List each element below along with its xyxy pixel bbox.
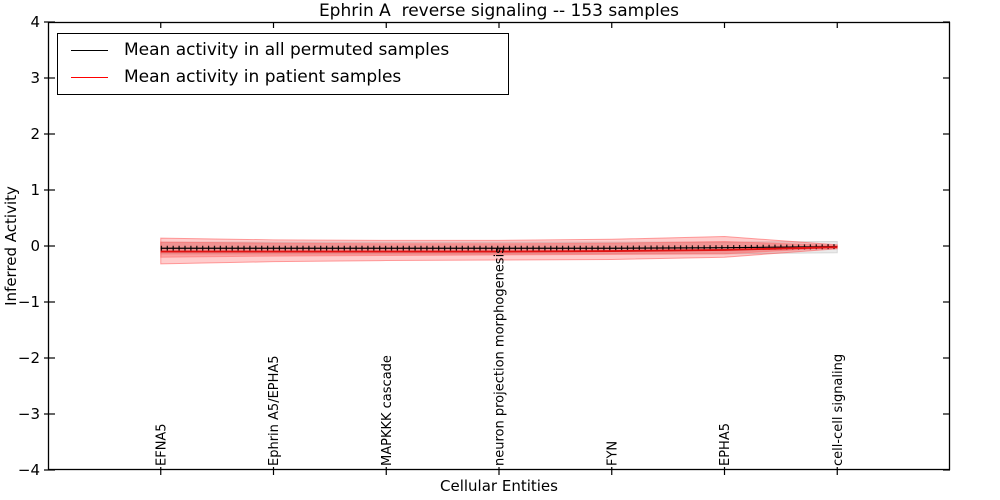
legend-item-patient: Mean activity in patient samples (58, 67, 508, 87)
legend-label-permuted: Mean activity in all permuted samples (124, 40, 450, 61)
y-tick-label: −2 (18, 349, 40, 367)
y-tick-label: 2 (30, 125, 40, 143)
permuted-line-swatch (71, 50, 108, 52)
y-axis-title: Inferred Activity (2, 186, 20, 306)
x-tick-label: cell-cell signaling (831, 354, 846, 466)
legend: Mean activity in all permuted samples Me… (57, 33, 509, 95)
y-tick-label: 0 (30, 237, 40, 255)
y-tick-label: 4 (30, 13, 40, 31)
y-tick-label: −1 (18, 293, 40, 311)
y-tick-label: −3 (18, 405, 40, 423)
y-tick-label: 3 (30, 69, 40, 87)
legend-item-permuted: Mean activity in all permuted samples (58, 40, 508, 60)
x-tick-label: neuron projection morphogenesis (493, 247, 508, 466)
chart-title: Ephrin A reverse signaling -- 153 sample… (318, 1, 680, 21)
legend-label-patient: Mean activity in patient samples (124, 67, 402, 88)
patient-mean-line (160, 246, 838, 253)
x-tick-label: FYN (605, 441, 620, 466)
patient-line-swatch (71, 76, 108, 78)
x-axis-title: Cellular Entities (440, 477, 558, 495)
permuted-mean-line-markers (160, 244, 838, 251)
x-tick-label: EPHA5 (718, 423, 733, 466)
x-tick-label: MAPKKK cascade (380, 355, 395, 466)
y-tick-label: −4 (18, 461, 40, 479)
x-tick-label: EFNA5 (154, 423, 169, 466)
axes-frame (47, 21, 951, 471)
x-tick-label: Ephrin A5/EPHA5 (267, 355, 282, 466)
y-tick-label: 1 (30, 181, 40, 199)
